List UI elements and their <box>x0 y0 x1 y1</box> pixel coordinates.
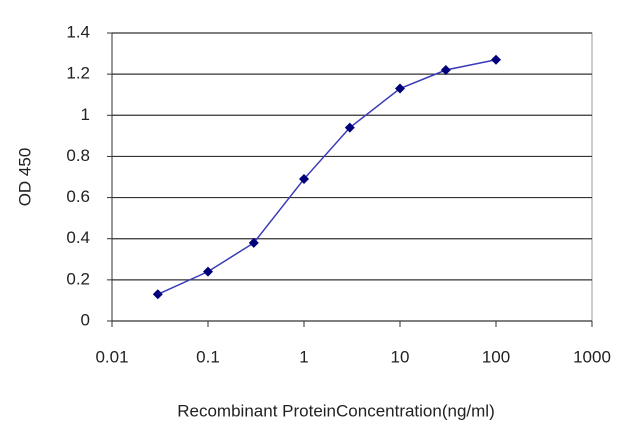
data-point <box>440 65 451 76</box>
data-point <box>299 174 309 185</box>
y-tick-label: 1.2 <box>66 64 90 83</box>
y-axis-label: OD 450 <box>15 148 34 207</box>
data-point <box>152 289 163 300</box>
data-point <box>203 266 213 277</box>
data-point <box>248 237 259 248</box>
y-tick-label: 0.4 <box>66 228 90 247</box>
y-tick-label: 1 <box>81 105 90 124</box>
x-tick-label: 1000 <box>573 347 611 366</box>
x-tick-label: 0.1 <box>196 347 220 366</box>
data-point <box>395 83 405 94</box>
y-tick-label: 0.6 <box>66 187 90 206</box>
x-tick-label: 0.01 <box>95 347 128 366</box>
data-point <box>491 54 501 65</box>
data-point <box>344 122 355 133</box>
y-tick-label: 0 <box>81 310 90 329</box>
x-tick-label: 1 <box>299 347 308 366</box>
y-tick-label: 0.8 <box>66 146 90 165</box>
plot-area <box>111 32 593 322</box>
x-tick-label: 100 <box>482 347 510 366</box>
x-axis-label: Recombinant ProteinConcentration(ng/ml) <box>177 401 495 420</box>
data-line <box>157 59 497 295</box>
y-tick-label: 0.2 <box>66 269 90 288</box>
x-tick-label: 10 <box>391 347 410 366</box>
y-tick-label: 1.4 <box>66 22 90 41</box>
